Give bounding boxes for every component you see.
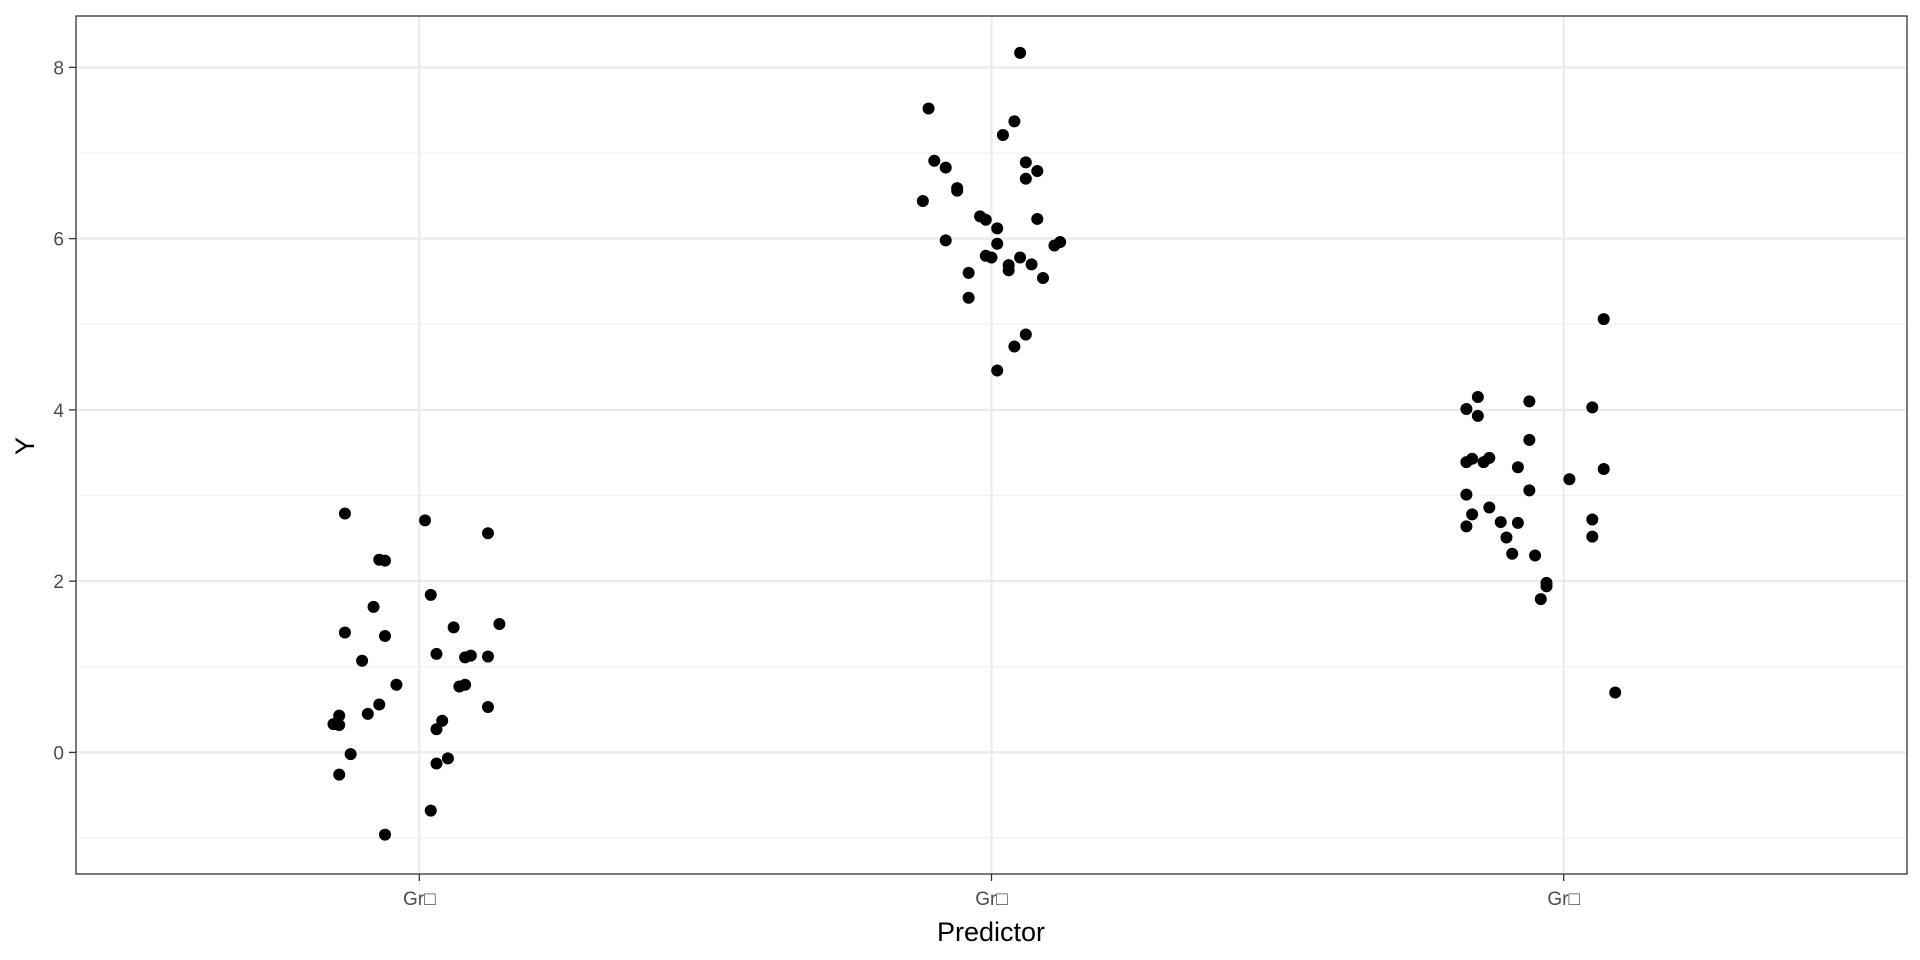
y-tick-label: 8 bbox=[53, 58, 64, 79]
data-point bbox=[1586, 530, 1599, 543]
data-point bbox=[1523, 433, 1536, 446]
data-point bbox=[1506, 547, 1519, 560]
data-point bbox=[373, 553, 386, 566]
data-point bbox=[1008, 340, 1021, 353]
data-point bbox=[327, 718, 340, 731]
data-point bbox=[424, 804, 437, 817]
data-point bbox=[1031, 164, 1044, 177]
data-point bbox=[338, 507, 351, 520]
data-point bbox=[1483, 451, 1496, 464]
data-point bbox=[430, 757, 443, 770]
data-point bbox=[939, 161, 952, 174]
data-point bbox=[481, 650, 494, 663]
data-point bbox=[1597, 462, 1610, 475]
grid-major bbox=[76, 16, 1907, 874]
data-point bbox=[928, 154, 941, 167]
x-axis-ticks: Gr□ Gr□ Gr□ bbox=[403, 874, 1580, 910]
data-point bbox=[447, 621, 460, 634]
data-point bbox=[378, 828, 391, 841]
data-point bbox=[1511, 461, 1524, 474]
data-point bbox=[1008, 115, 1021, 128]
data-point bbox=[962, 291, 975, 304]
data-point bbox=[1597, 313, 1610, 326]
data-point bbox=[1529, 549, 1542, 562]
data-point bbox=[991, 237, 1004, 250]
data-point bbox=[1019, 328, 1032, 341]
data-point bbox=[493, 617, 506, 630]
data-point bbox=[1523, 395, 1536, 408]
data-points bbox=[327, 46, 1622, 841]
data-point bbox=[1025, 258, 1038, 271]
data-point bbox=[1019, 172, 1032, 185]
data-point bbox=[1002, 264, 1015, 277]
data-point bbox=[1586, 513, 1599, 526]
data-point bbox=[1609, 686, 1622, 699]
data-point bbox=[1460, 488, 1473, 501]
data-point bbox=[991, 364, 1004, 377]
data-point bbox=[1036, 272, 1049, 285]
data-point bbox=[1466, 508, 1479, 521]
data-point bbox=[481, 701, 494, 714]
y-tick-label: 6 bbox=[53, 230, 64, 251]
data-point bbox=[1048, 239, 1061, 252]
data-point bbox=[922, 102, 935, 115]
data-point bbox=[1014, 251, 1027, 264]
data-point bbox=[378, 629, 391, 642]
y-tick-label: 2 bbox=[53, 572, 64, 593]
data-point bbox=[436, 714, 449, 727]
data-point bbox=[1534, 593, 1547, 606]
data-point bbox=[344, 748, 357, 761]
data-point bbox=[1563, 473, 1576, 486]
data-point bbox=[441, 752, 454, 765]
x-axis-title: Predictor bbox=[937, 917, 1045, 947]
data-point bbox=[1494, 516, 1507, 529]
data-point bbox=[338, 626, 351, 639]
data-point bbox=[333, 709, 346, 722]
data-point bbox=[991, 222, 1004, 235]
data-point bbox=[390, 678, 403, 691]
data-point bbox=[1586, 401, 1599, 414]
data-point bbox=[430, 647, 443, 660]
data-point bbox=[1540, 576, 1553, 589]
y-axis-ticks: 0 2 4 6 8 bbox=[53, 58, 76, 764]
data-point bbox=[962, 266, 975, 279]
y-axis-title: Y bbox=[10, 437, 40, 455]
data-point bbox=[1014, 46, 1027, 59]
data-point bbox=[1019, 156, 1032, 169]
data-point bbox=[367, 600, 380, 613]
data-point bbox=[996, 129, 1009, 142]
data-point bbox=[939, 234, 952, 247]
data-point bbox=[1466, 452, 1479, 465]
data-point bbox=[419, 514, 432, 527]
data-point bbox=[459, 651, 472, 664]
data-point bbox=[373, 698, 386, 711]
data-point bbox=[356, 654, 369, 667]
data-point bbox=[1460, 520, 1473, 533]
x-tick-label: Gr□ bbox=[403, 889, 436, 910]
x-tick-label: Gr□ bbox=[1547, 889, 1580, 910]
data-point bbox=[979, 213, 992, 226]
data-point bbox=[951, 184, 964, 197]
data-point bbox=[1500, 531, 1513, 544]
data-point bbox=[1523, 484, 1536, 497]
data-point bbox=[985, 251, 998, 264]
data-point bbox=[1031, 212, 1044, 225]
data-point bbox=[361, 707, 374, 720]
data-point bbox=[1471, 409, 1484, 422]
y-tick-label: 0 bbox=[53, 743, 64, 764]
data-point bbox=[481, 527, 494, 540]
data-point bbox=[1460, 403, 1473, 416]
x-tick-label: Gr□ bbox=[975, 889, 1008, 910]
data-point bbox=[430, 723, 443, 736]
data-point bbox=[1483, 501, 1496, 514]
data-point bbox=[1511, 516, 1524, 529]
data-point bbox=[459, 678, 472, 691]
data-point bbox=[333, 768, 346, 781]
data-point bbox=[1471, 391, 1484, 404]
data-point bbox=[424, 588, 437, 601]
data-point bbox=[916, 194, 929, 207]
y-tick-label: 4 bbox=[53, 401, 64, 422]
